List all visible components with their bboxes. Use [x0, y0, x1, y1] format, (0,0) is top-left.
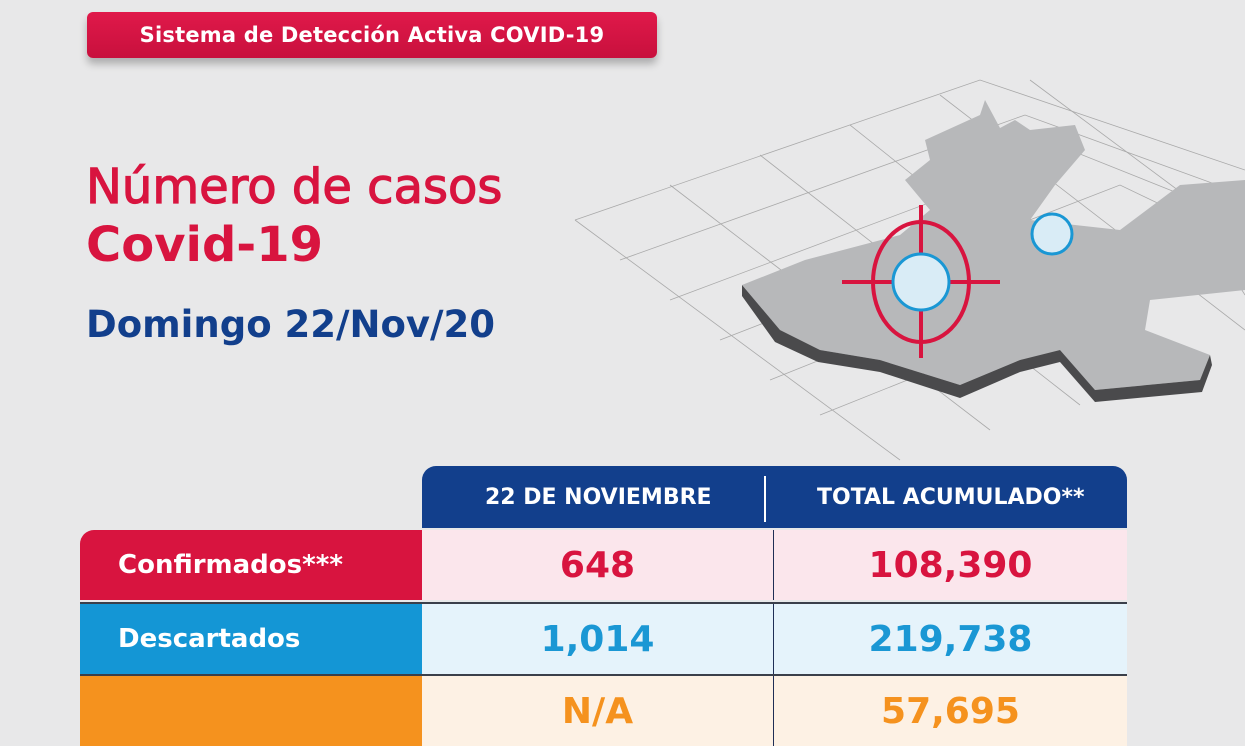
daily-value: 648: [422, 530, 774, 600]
table-header: 22 DE NOVIEMBRE TOTAL ACUMULADO**: [422, 466, 1127, 528]
table-row-confirmados: Confirmados*** 648 108,390: [80, 530, 1127, 600]
page-title: Número de casos Covid-19: [85, 158, 503, 274]
total-value: 57,695: [774, 676, 1127, 746]
row-label: Confirmados***: [80, 530, 422, 600]
table-row-third: N/A 57,695: [80, 674, 1127, 746]
header-divider: [764, 476, 766, 522]
total-value: 108,390: [774, 530, 1127, 600]
title-line-1: Número de casos: [85, 158, 503, 215]
report-date: Domingo 22/Nov/20: [86, 303, 496, 346]
table-row-descartados: Descartados 1,014 219,738: [80, 602, 1127, 674]
system-banner: Sistema de Detección Activa COVID-19: [87, 12, 657, 58]
total-value: 219,738: [774, 604, 1127, 674]
row-label: [80, 676, 422, 746]
header-total: TOTAL ACUMULADO**: [816, 484, 1085, 510]
virus-icon: [891, 212, 1074, 312]
row-label: Descartados: [80, 604, 422, 674]
map-shape: [742, 100, 1245, 402]
header-daily: 22 DE NOVIEMBRE: [484, 484, 712, 510]
daily-value: 1,014: [422, 604, 774, 674]
state-map-illustration: [574, 79, 1245, 461]
title-line-2: Covid-19: [86, 217, 324, 273]
daily-value: N/A: [422, 676, 774, 746]
